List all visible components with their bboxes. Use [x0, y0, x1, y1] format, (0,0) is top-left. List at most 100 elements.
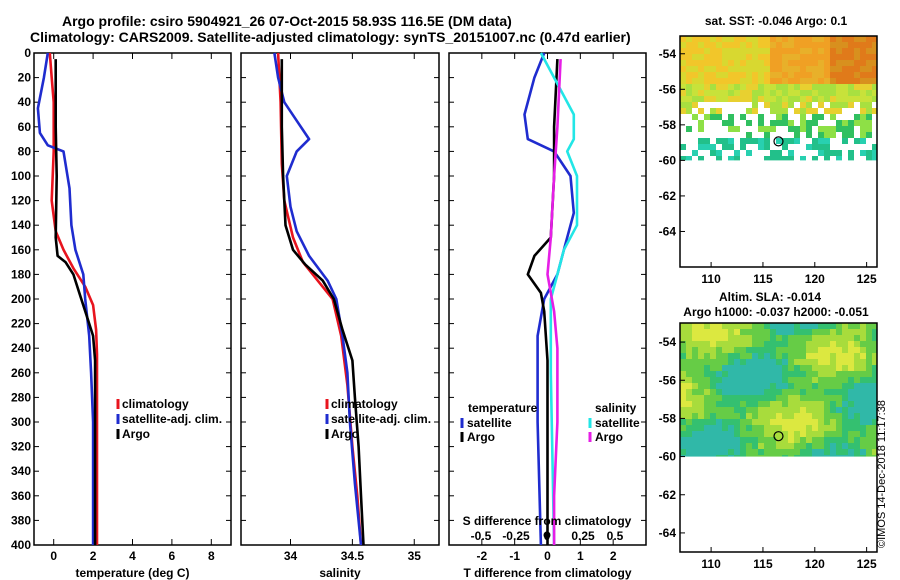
- depth-tick-label: 380: [11, 513, 31, 527]
- sla-map-cell: [776, 401, 782, 407]
- sla-map-cell: [680, 395, 686, 401]
- sst-map-cell: [830, 54, 836, 60]
- sst-map-cell: [746, 90, 752, 96]
- sst-map-cell: [746, 84, 752, 90]
- sst-map-cell: [836, 78, 842, 84]
- sla-map-cell: [824, 347, 830, 353]
- sst-map-cell: [848, 84, 854, 90]
- sla-map-cell: [722, 401, 728, 407]
- sst-map-cell: [704, 144, 710, 150]
- depth-tick-label: 200: [11, 292, 31, 306]
- sst-map-cell: [824, 48, 830, 54]
- sla-map-cell: [710, 449, 716, 455]
- sla-map-cell: [680, 359, 686, 365]
- sla-map-cell: [746, 335, 752, 341]
- sla-map-cell: [716, 443, 722, 449]
- sst-map-cell: [866, 126, 872, 132]
- sla-map-cell: [830, 407, 836, 413]
- sst-map-cell: [854, 66, 860, 72]
- sst-map-cell: [740, 114, 746, 120]
- sst-map-cell: [866, 72, 872, 78]
- sla-map-cell: [740, 323, 746, 329]
- sla-map-cell: [818, 419, 824, 425]
- sla-map-cell: [680, 341, 686, 347]
- sla-map-cell: [848, 431, 854, 437]
- sla-map-cell: [764, 431, 770, 437]
- sst-map-cell: [788, 48, 794, 54]
- sla-map-cell: [836, 407, 842, 413]
- sst-map-cell: [752, 54, 758, 60]
- sst-map-cell: [788, 36, 794, 42]
- difference-from-climatology-series-salinity-argo: [546, 59, 562, 545]
- sla-map-cell: [836, 359, 842, 365]
- sla-map-cell: [704, 407, 710, 413]
- sst-map-cell: [824, 54, 830, 60]
- sst-map-cell: [842, 78, 848, 84]
- sst-map-cell: [776, 102, 782, 108]
- sla-map-cell: [836, 383, 842, 389]
- sst-map-cell: [692, 114, 698, 120]
- sst-map-ytick-label: -56: [659, 82, 677, 96]
- sst-map-cell: [770, 108, 776, 114]
- sla-map-cell: [734, 455, 740, 457]
- sla-map-cell: [818, 329, 824, 335]
- depth-tick-label: 20: [18, 71, 32, 85]
- sst-map-cell: [854, 54, 860, 60]
- sla-map-cell: [764, 347, 770, 353]
- sla-map-cell: [830, 419, 836, 425]
- sla-map-cell: [836, 341, 842, 347]
- sst-map-cell: [824, 78, 830, 84]
- sst-map-cell: [782, 60, 788, 66]
- difference-from-climatology-xtick-label: 0: [544, 549, 551, 563]
- sla-map-cell: [794, 377, 800, 383]
- sst-map-cell: [782, 102, 788, 108]
- sst-map-cell: [770, 120, 776, 126]
- sst-map-cell: [722, 36, 728, 42]
- sla-map-cell: [806, 431, 812, 437]
- sla-map-cell: [740, 383, 746, 389]
- sla-map-cell: [734, 359, 740, 365]
- sst-map-cell: [734, 36, 740, 42]
- sst-map-cell: [848, 120, 854, 126]
- sst-map-cell: [806, 102, 812, 108]
- sla-map-cell: [704, 341, 710, 347]
- sst-argo-location-marker: [773, 136, 784, 147]
- sst-map-cell: [692, 42, 698, 48]
- sla-map-cell: [860, 437, 866, 443]
- sla-map-cell: [776, 323, 782, 329]
- sla-map-cell: [734, 365, 740, 371]
- sst-map-cell: [848, 36, 854, 42]
- sst-map-cell: [776, 42, 782, 48]
- sst-map-cell: [830, 126, 836, 132]
- sla-map-cell: [788, 389, 794, 395]
- sst-map-cell: [872, 60, 877, 66]
- sst-map-cell: [680, 102, 686, 108]
- difference-from-climatology-xtick-label: 2: [610, 549, 617, 563]
- sst-map-cell: [770, 126, 776, 132]
- sla-map-cell: [806, 443, 812, 449]
- sst-map-cell: [830, 60, 836, 66]
- sla-map-cell: [758, 395, 764, 401]
- sst-map-cell: [710, 48, 716, 54]
- sst-map-cell: [776, 156, 782, 161]
- sla-map-cell: [830, 359, 836, 365]
- sla-map-cell: [812, 323, 818, 329]
- sla-map-cell: [830, 449, 836, 455]
- sst-map-cell: [764, 96, 770, 102]
- sst-map-frame: [679, 35, 878, 268]
- sla-map-cell: [848, 389, 854, 395]
- sla-map-cell: [764, 341, 770, 347]
- sst-map-cell: [800, 102, 806, 108]
- sla-map-cell: [722, 329, 728, 335]
- sla-map-cell: [836, 371, 842, 377]
- temperature-series-climatology: [48, 52, 99, 545]
- sst-map-cell: [830, 90, 836, 96]
- sla-map-cell: [752, 347, 758, 353]
- sla-map-cell: [698, 431, 704, 437]
- sla-map-cell: [680, 335, 686, 341]
- sla-map-cell: [776, 335, 782, 341]
- sst-map-cell: [716, 138, 722, 144]
- sst-map-cell: [824, 132, 830, 138]
- sla-map-cell: [782, 401, 788, 407]
- sla-map-cell: [752, 377, 758, 383]
